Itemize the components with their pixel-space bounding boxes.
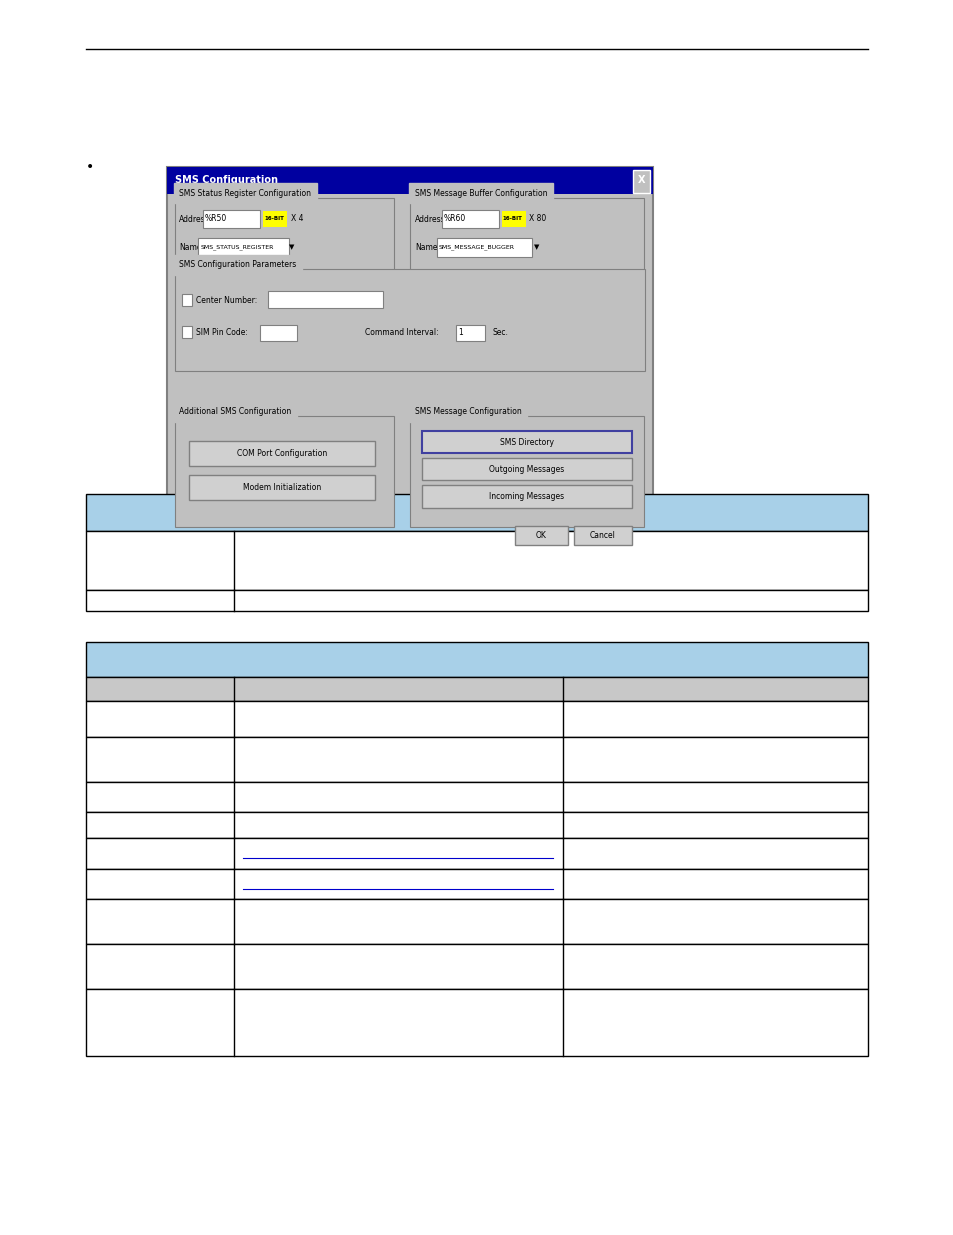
- Text: SIM Pin Code:: SIM Pin Code:: [195, 327, 247, 337]
- Text: Outgoing Messages: Outgoing Messages: [489, 464, 563, 474]
- Text: Name:: Name:: [415, 242, 439, 252]
- FancyBboxPatch shape: [86, 701, 867, 737]
- Text: SMS Status Register Configuration: SMS Status Register Configuration: [179, 189, 311, 198]
- Text: SMS_MESSAGE_BUGGER: SMS_MESSAGE_BUGGER: [438, 245, 515, 249]
- FancyBboxPatch shape: [260, 325, 296, 341]
- Text: Address:: Address:: [179, 215, 213, 225]
- Text: OK: OK: [536, 531, 546, 540]
- FancyBboxPatch shape: [198, 238, 289, 257]
- FancyBboxPatch shape: [441, 210, 498, 228]
- FancyBboxPatch shape: [515, 526, 567, 545]
- FancyBboxPatch shape: [86, 531, 867, 590]
- Text: SMS Message Configuration: SMS Message Configuration: [415, 408, 521, 416]
- Text: %R60: %R60: [443, 214, 465, 224]
- Text: Additional SMS Configuration: Additional SMS Configuration: [179, 408, 292, 416]
- FancyBboxPatch shape: [263, 211, 287, 227]
- Text: %R50: %R50: [205, 214, 227, 224]
- FancyBboxPatch shape: [182, 294, 192, 306]
- Text: 16-BIT: 16-BIT: [502, 216, 522, 221]
- Text: Cancel: Cancel: [589, 531, 616, 540]
- FancyBboxPatch shape: [436, 238, 532, 257]
- Text: X 4: X 4: [291, 214, 303, 224]
- FancyBboxPatch shape: [174, 198, 394, 272]
- Text: X 80: X 80: [529, 214, 546, 224]
- Text: X: X: [638, 175, 645, 185]
- Text: Name:: Name:: [179, 242, 204, 252]
- FancyBboxPatch shape: [268, 291, 382, 308]
- Text: SMS Directory: SMS Directory: [499, 437, 553, 447]
- Text: Modem Initialization: Modem Initialization: [242, 483, 321, 493]
- FancyBboxPatch shape: [167, 167, 653, 550]
- FancyBboxPatch shape: [410, 198, 643, 272]
- Text: ▼: ▼: [534, 245, 539, 249]
- FancyBboxPatch shape: [632, 170, 649, 193]
- Text: COM Port Configuration: COM Port Configuration: [236, 448, 327, 458]
- Text: SMS_STATUS_REGISTER: SMS_STATUS_REGISTER: [200, 245, 274, 249]
- Text: •: •: [86, 159, 94, 174]
- FancyBboxPatch shape: [574, 526, 631, 545]
- FancyBboxPatch shape: [189, 475, 375, 500]
- FancyBboxPatch shape: [86, 782, 867, 813]
- FancyBboxPatch shape: [174, 416, 394, 527]
- Text: SMS Configuration Parameters: SMS Configuration Parameters: [179, 261, 296, 269]
- FancyBboxPatch shape: [86, 813, 867, 839]
- Text: Center Number:: Center Number:: [195, 295, 256, 305]
- Text: ▼: ▼: [289, 245, 294, 249]
- FancyBboxPatch shape: [86, 868, 867, 899]
- FancyBboxPatch shape: [182, 326, 192, 338]
- FancyBboxPatch shape: [421, 458, 631, 480]
- FancyBboxPatch shape: [456, 325, 484, 341]
- FancyBboxPatch shape: [86, 899, 867, 944]
- FancyBboxPatch shape: [167, 167, 653, 194]
- FancyBboxPatch shape: [501, 211, 525, 227]
- FancyBboxPatch shape: [86, 494, 867, 531]
- FancyBboxPatch shape: [86, 839, 867, 868]
- FancyBboxPatch shape: [189, 441, 375, 466]
- Text: SMS Configuration: SMS Configuration: [174, 175, 277, 185]
- FancyBboxPatch shape: [86, 677, 867, 701]
- Text: Incoming Messages: Incoming Messages: [489, 492, 563, 501]
- Text: Sec.: Sec.: [492, 327, 508, 337]
- FancyBboxPatch shape: [86, 944, 867, 989]
- Text: Address:: Address:: [415, 215, 448, 225]
- FancyBboxPatch shape: [86, 737, 867, 782]
- Text: SMS Message Buffer Configuration: SMS Message Buffer Configuration: [415, 189, 547, 198]
- FancyBboxPatch shape: [86, 590, 867, 611]
- FancyBboxPatch shape: [421, 485, 631, 508]
- FancyBboxPatch shape: [203, 210, 260, 228]
- FancyBboxPatch shape: [410, 416, 643, 527]
- FancyBboxPatch shape: [174, 269, 644, 370]
- FancyBboxPatch shape: [86, 642, 867, 677]
- Text: 16-BIT: 16-BIT: [264, 216, 284, 221]
- FancyBboxPatch shape: [86, 989, 867, 1056]
- Text: Command Interval:: Command Interval:: [365, 327, 438, 337]
- FancyBboxPatch shape: [421, 431, 631, 453]
- Text: 1: 1: [457, 327, 462, 337]
